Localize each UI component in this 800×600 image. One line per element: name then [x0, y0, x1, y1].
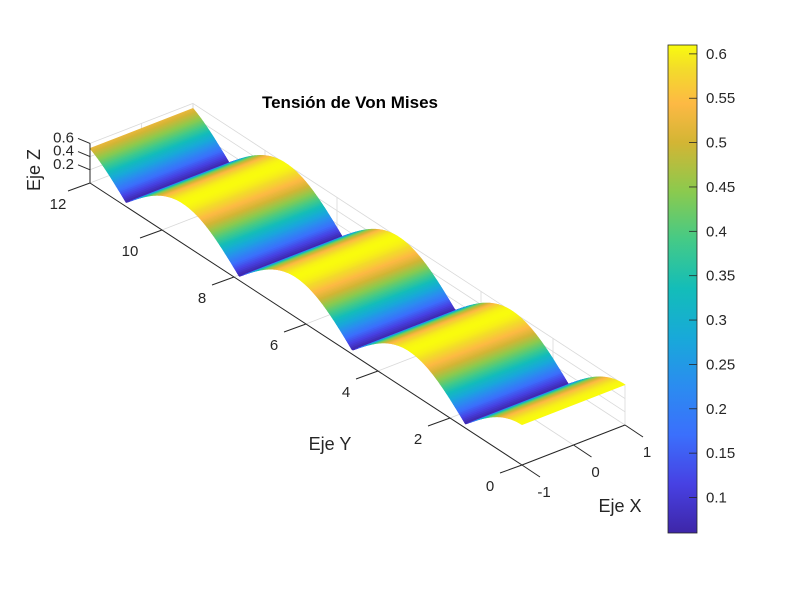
colorbar-tick-label: 0.4	[706, 223, 727, 240]
y-tick-label: 10	[122, 243, 139, 260]
y-tick-label: 12	[50, 196, 67, 213]
z-tick-label: 0.4	[53, 143, 74, 160]
z-axis-label: Eje Z	[24, 149, 44, 191]
colorbar-tick-label: 0.5	[706, 135, 727, 152]
x-tick-label: -1	[537, 484, 550, 501]
x-tick-label: 0	[591, 464, 599, 481]
y-tick-label: 2	[414, 431, 422, 448]
colorbar-tick-label: 0.25	[706, 356, 735, 373]
colorbar-tick-label: 0.35	[706, 268, 735, 285]
surface	[89, 108, 626, 426]
colorbar-tick-label: 0.55	[706, 90, 735, 107]
colorbar-tick-label: 0.45	[706, 179, 735, 196]
colorbar-tick-label: 0.1	[706, 490, 727, 507]
colorbar-tick-label: 0.3	[706, 312, 727, 329]
colorbar-tick-label: 0.6	[706, 46, 727, 63]
y-tick-label: 6	[270, 337, 278, 354]
y-tick-label: 4	[342, 384, 350, 401]
y-tick-label: 8	[198, 290, 206, 307]
axes: 0 2 4 6 8 10 12 -1 0 1 0.20.40.6	[50, 129, 652, 501]
y-tick-label: 0	[486, 478, 494, 495]
colorbar-tick-label: 0.15	[706, 445, 735, 462]
colorbar: 0.1 0.15 0.2 0.25 0.3 0.35 0.4 0.45 0.5 0.55 0.6	[667, 44, 735, 534]
x-tick-label: 1	[643, 444, 651, 461]
x-axis-label: Eje X	[598, 496, 641, 516]
colorbar-tick-label: 0.2	[706, 401, 727, 418]
z-tick-label: 0.2	[53, 156, 74, 173]
colorbar-bar	[667, 44, 698, 534]
y-axis-label: Eje Y	[309, 434, 352, 454]
chart-title: Tensión de Von Mises	[262, 93, 438, 112]
z-tick-label: 0.6	[53, 129, 74, 146]
